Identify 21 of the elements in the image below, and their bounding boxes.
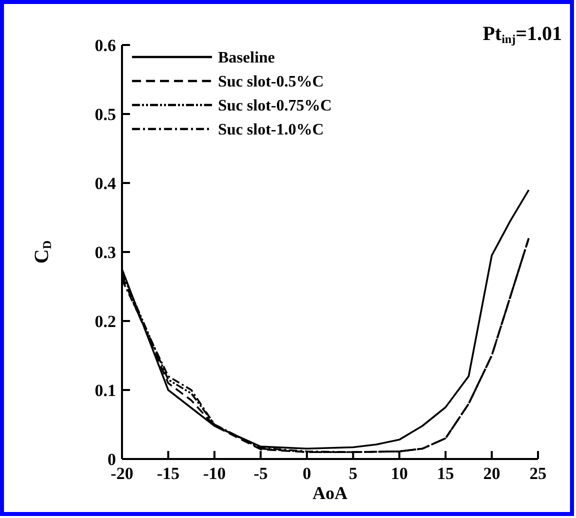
x-axis-title: AoA [312, 483, 348, 503]
y-tick-label: 0.3 [94, 242, 116, 262]
x-tick-label: 10 [390, 464, 408, 483]
x-tick-label: 20 [483, 464, 500, 483]
legend-label: Suc slot-0.75%C [218, 98, 332, 115]
annotation: Pt$_{inj}$=1.01 [482, 23, 562, 46]
y-tick-label: 0.4 [94, 174, 116, 193]
x-tick-label: -5 [254, 464, 268, 483]
y-tick-label: 0.5 [94, 104, 116, 124]
x-tick-label: 5 [348, 464, 358, 483]
x-tick-label: 25 [530, 464, 546, 483]
legend-label: Suc slot-0.5%C [218, 74, 324, 91]
y-tick-label: 0.2 [94, 312, 116, 331]
x-tick-label: -15 [156, 464, 180, 483]
y-tick-label: 0.6 [94, 36, 116, 55]
x-tick-label: 15 [437, 464, 454, 483]
legend-label: Suc slot-1.0%C [218, 122, 324, 139]
legend-label: Baseline [218, 50, 275, 67]
x-tick-label: 0 [302, 464, 312, 483]
y-tick-label: 0.1 [94, 380, 116, 400]
x-tick-label: -10 [203, 464, 226, 483]
